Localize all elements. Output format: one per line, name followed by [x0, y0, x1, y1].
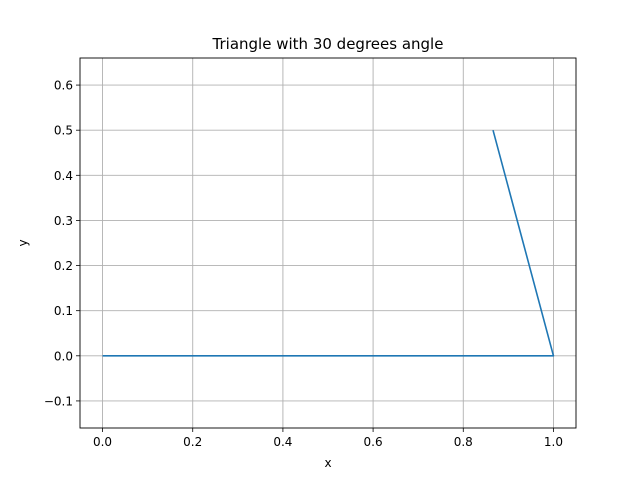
series-layer [102, 129, 555, 357]
y-axis-label: y [16, 239, 30, 246]
grid [80, 58, 576, 428]
x-tick-label: 0.0 [93, 435, 112, 449]
y-tick-label: 0.0 [54, 349, 73, 363]
plot-frame [79, 57, 577, 429]
x-tick-label: 0.6 [364, 435, 383, 449]
y-tick-label: 0.3 [54, 214, 73, 228]
chart-title: Triangle with 30 degrees angle [212, 35, 444, 53]
y-tick-label: 0.5 [54, 124, 73, 138]
x-tick-label: 1.0 [544, 435, 563, 449]
y-tick-label: 0.4 [54, 169, 73, 183]
y-tick-label: 0.1 [54, 304, 73, 318]
x-tick-label: 0.2 [183, 435, 202, 449]
x-tick-label: 0.4 [273, 435, 292, 449]
x-axis-label: x [324, 456, 331, 470]
y-tick-label: −0.1 [44, 394, 73, 408]
series-line [102, 129, 555, 357]
y-tick-label: 0.6 [54, 79, 73, 93]
ticks: 0.0 0.2 0.4 0.6 0.8 1.0 −0.1 0.0 0.1 0.2 0.3 0.4 0.5… [44, 79, 563, 449]
x-tick-label: 0.8 [454, 435, 473, 449]
y-tick-label: 0.2 [54, 259, 73, 273]
